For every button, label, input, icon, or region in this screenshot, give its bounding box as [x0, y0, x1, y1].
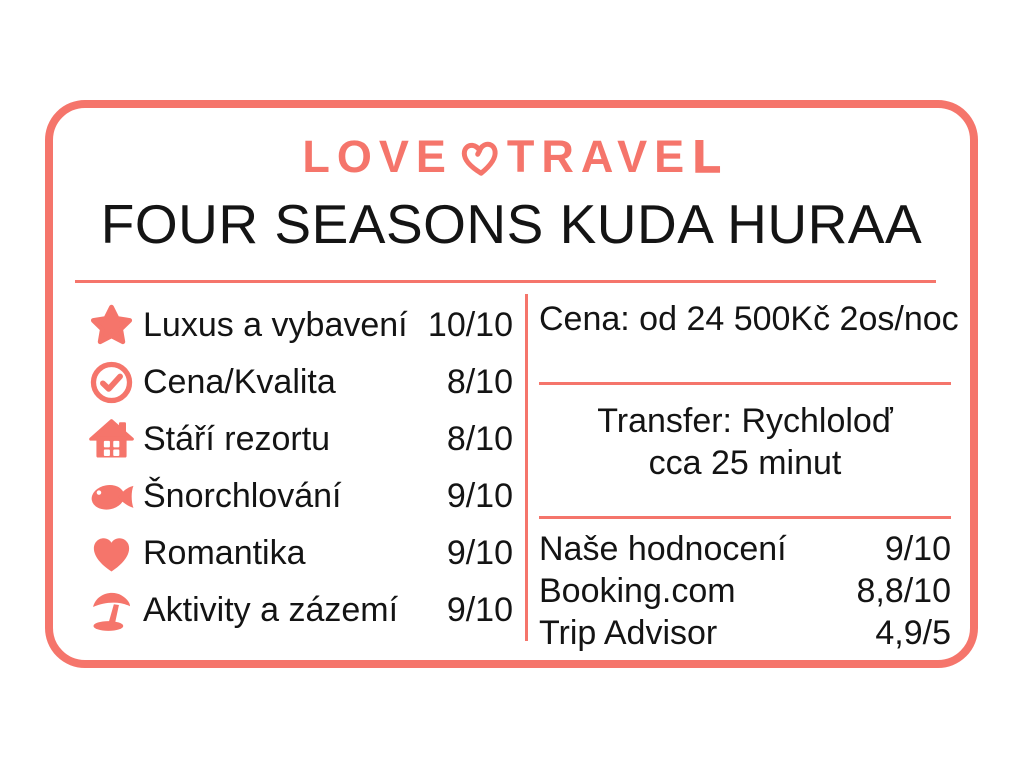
score-value: 9/10 — [884, 530, 951, 568]
rating-label: Cena/Kvalita — [143, 362, 336, 401]
score-value: 4,9/5 — [875, 614, 951, 652]
info-panel: Cena: od 24 500Kč 2os/noc Transfer: Rych… — [539, 298, 959, 658]
price-divider — [539, 382, 951, 385]
rating-value: 9/10 — [446, 590, 513, 629]
rating-label: Šnorchlování — [143, 476, 342, 515]
rating-row-romance: Romantika 9/10 — [85, 528, 513, 578]
rating-row-luxury: Luxus a vybavení 10/10 — [85, 300, 513, 350]
score-label: Booking.com — [539, 572, 736, 610]
rating-label: Stáří rezortu — [143, 419, 331, 458]
brand-logo: LOVE TRAVE L — [53, 130, 970, 184]
score-label: Naše hodnocení — [539, 530, 787, 568]
rating-row-price-quality: Cena/Kvalita 8/10 — [85, 357, 513, 407]
rating-label: Aktivity a zázemí — [143, 590, 399, 629]
rating-label: Romantika — [143, 533, 306, 572]
heart-icon — [85, 528, 137, 578]
rating-value: 8/10 — [446, 419, 513, 458]
transfer-line-2: cca 25 minut — [648, 444, 842, 482]
resort-title: FOUR SEASONS KUDA HURAA — [100, 193, 923, 255]
rating-value: 10/10 — [427, 305, 513, 344]
score-row-our-rating: Naše hodnocení 9/10 — [539, 530, 951, 569]
review-card: LOVE TRAVE L FOUR SEASONS KUDA HURAA Lux… — [45, 100, 978, 668]
title-divider — [75, 280, 936, 283]
beach-umbrella-icon — [85, 585, 137, 635]
logo-last-letter: L — [692, 130, 721, 183]
score-row-tripadvisor: Trip Advisor 4,9/5 — [539, 614, 951, 653]
logo-word-love: LOVE — [302, 131, 453, 182]
rating-value: 9/10 — [446, 476, 513, 515]
fish-icon — [85, 471, 137, 521]
price-text: Cena: od 24 500Kč 2os/noc — [539, 300, 959, 338]
score-value: 8,8/10 — [856, 572, 951, 610]
transfer-line-1: Transfer: Rychloloď — [597, 402, 893, 440]
score-row-booking: Booking.com 8,8/10 — [539, 572, 951, 611]
rating-row-activities: Aktivity a zázemí 9/10 — [85, 585, 513, 635]
logo-word-travel: TRAVE — [506, 131, 692, 182]
rating-row-resort-age: Stáří rezortu 8/10 — [85, 414, 513, 464]
transfer-divider — [539, 516, 951, 519]
score-label: Trip Advisor — [539, 614, 718, 652]
heart-outline-icon — [453, 130, 506, 183]
rating-row-snorkeling: Šnorchlování 9/10 — [85, 471, 513, 521]
column-divider — [525, 294, 528, 641]
rating-value: 9/10 — [446, 533, 513, 572]
ratings-list: Luxus a vybavení 10/10 Cena/Kvalita 8/10 — [85, 300, 513, 635]
rating-value: 8/10 — [446, 362, 513, 401]
house-icon — [85, 414, 137, 464]
transfer-block: Transfer: Rychloloď cca 25 minut — [539, 400, 951, 484]
check-circle-icon — [85, 357, 137, 407]
star-icon — [85, 300, 137, 350]
rating-label: Luxus a vybavení — [143, 305, 408, 344]
